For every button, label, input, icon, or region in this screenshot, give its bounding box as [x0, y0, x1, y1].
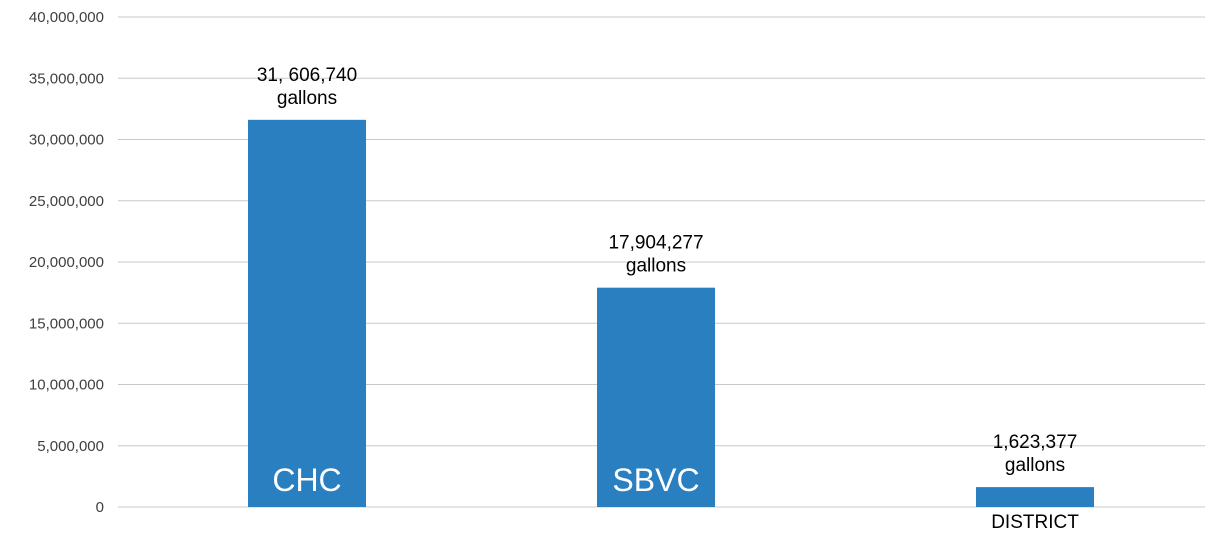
- bars: [248, 119, 1094, 507]
- y-tick-label: 0: [96, 499, 104, 516]
- y-tick-label: 25,000,000: [29, 193, 104, 210]
- data-label: 17,904,277: [608, 233, 703, 254]
- bar-sbvc: [597, 287, 715, 507]
- data-label: 1,623,377: [993, 432, 1078, 453]
- data-label: gallons: [1005, 455, 1065, 476]
- data-label: gallons: [277, 88, 337, 109]
- y-tick-label: 10,000,000: [29, 377, 104, 394]
- category-label: SBVC: [612, 462, 699, 498]
- y-tick-label: 20,000,000: [29, 254, 104, 271]
- category-label: DISTRICT: [991, 512, 1079, 533]
- data-labels: 31, 606,740gallonsCHC17,904,277gallonsSB…: [257, 65, 1079, 533]
- y-tick-label: 5,000,000: [37, 438, 104, 455]
- bar-district: [976, 487, 1094, 507]
- y-axis-tick-labels: 0 5,000,000 10,000,000 15,000,000 20,000,000…: [29, 9, 104, 516]
- y-tick-label: 15,000,000: [29, 315, 104, 332]
- y-tick-label: 30,000,000: [29, 132, 104, 149]
- data-label: gallons: [626, 256, 686, 277]
- data-label: 31, 606,740: [257, 65, 357, 86]
- bar-chc: [248, 119, 366, 507]
- y-tick-label: 35,000,000: [29, 70, 104, 87]
- y-tick-label: 40,000,000: [29, 9, 104, 26]
- category-label: CHC: [272, 462, 341, 498]
